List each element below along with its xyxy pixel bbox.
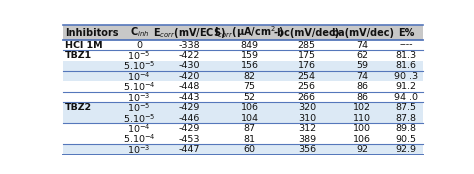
Text: 156: 156 <box>240 61 258 70</box>
Text: 356: 356 <box>298 145 316 154</box>
Text: -446: -446 <box>179 114 200 123</box>
Text: E%: E% <box>398 27 414 38</box>
Text: 74: 74 <box>356 72 368 81</box>
Text: 81: 81 <box>244 135 255 144</box>
Text: -453: -453 <box>179 135 200 144</box>
Text: 90 .3: 90 .3 <box>394 72 418 81</box>
Text: C$_{inh}$: C$_{inh}$ <box>129 26 149 39</box>
Text: 102: 102 <box>353 103 371 112</box>
Text: 320: 320 <box>298 103 316 112</box>
Text: 310: 310 <box>298 114 316 123</box>
Text: Inhibitors: Inhibitors <box>65 27 118 38</box>
Text: 159: 159 <box>240 51 258 60</box>
Text: 59: 59 <box>356 61 368 70</box>
Text: 389: 389 <box>298 135 316 144</box>
Text: 75: 75 <box>244 82 255 91</box>
Text: 10$^{-4}$: 10$^{-4}$ <box>128 70 151 83</box>
Bar <box>63 81 423 92</box>
Text: HCl 1M: HCl 1M <box>65 41 102 50</box>
Text: 176: 176 <box>298 61 316 70</box>
Text: 74: 74 <box>356 41 368 50</box>
Text: 849: 849 <box>240 41 258 50</box>
Text: 60: 60 <box>244 145 255 154</box>
Text: ----: ---- <box>399 41 413 50</box>
Text: 94 .0: 94 .0 <box>394 93 418 102</box>
Text: 100: 100 <box>353 124 371 133</box>
Text: 91.2: 91.2 <box>395 82 416 91</box>
Text: 266: 266 <box>298 93 316 102</box>
Text: -420: -420 <box>179 72 200 81</box>
Bar <box>63 40 423 50</box>
Text: 90.5: 90.5 <box>395 135 416 144</box>
Bar <box>63 50 423 61</box>
Text: TBZ1: TBZ1 <box>65 51 92 60</box>
Text: 87.8: 87.8 <box>395 114 416 123</box>
Text: -443: -443 <box>179 93 200 102</box>
Bar <box>63 71 423 81</box>
Text: 62: 62 <box>356 51 368 60</box>
Text: 82: 82 <box>244 72 255 81</box>
Bar <box>63 134 423 144</box>
Text: 5.10$^{-5}$: 5.10$^{-5}$ <box>123 112 155 125</box>
Text: -bc(mV/dec): -bc(mV/dec) <box>273 27 340 38</box>
Text: -448: -448 <box>179 82 200 91</box>
Text: 10$^{-3}$: 10$^{-3}$ <box>128 143 151 156</box>
Text: 256: 256 <box>298 82 316 91</box>
Text: 254: 254 <box>298 72 316 81</box>
Text: 312: 312 <box>298 124 316 133</box>
Bar <box>63 102 423 113</box>
Text: -429: -429 <box>179 124 200 133</box>
Text: I$_{corr}$(μA/cm$^{2}$ ): I$_{corr}$(μA/cm$^{2}$ ) <box>215 25 284 41</box>
Text: 89.8: 89.8 <box>395 124 416 133</box>
Text: 175: 175 <box>298 51 316 60</box>
Text: -429: -429 <box>179 103 200 112</box>
Text: 92: 92 <box>356 145 368 154</box>
Text: 0: 0 <box>136 41 142 50</box>
Text: -447: -447 <box>179 145 200 154</box>
Text: 87.5: 87.5 <box>395 103 416 112</box>
Bar <box>63 113 423 123</box>
Text: 5.10$^{-4}$: 5.10$^{-4}$ <box>123 81 155 93</box>
Text: -422: -422 <box>179 51 200 60</box>
Text: 52: 52 <box>244 93 255 102</box>
Bar <box>63 144 423 155</box>
Bar <box>63 92 423 102</box>
Text: -338: -338 <box>179 41 201 50</box>
Text: ba(mV/dec): ba(mV/dec) <box>331 27 393 38</box>
Bar <box>63 123 423 134</box>
Text: -430: -430 <box>179 61 200 70</box>
Text: 10$^{-3}$: 10$^{-3}$ <box>128 91 151 104</box>
Text: 10$^{-5}$: 10$^{-5}$ <box>128 101 151 114</box>
Bar <box>63 61 423 71</box>
Text: 5.10$^{-5}$: 5.10$^{-5}$ <box>123 60 155 72</box>
Text: 86: 86 <box>356 82 368 91</box>
Text: 106: 106 <box>240 103 258 112</box>
Text: 285: 285 <box>298 41 316 50</box>
Text: 87: 87 <box>244 124 255 133</box>
Text: E$_{corr}$(mV/ECS): E$_{corr}$(mV/ECS) <box>153 26 226 39</box>
Text: 10$^{-4}$: 10$^{-4}$ <box>128 122 151 135</box>
Text: 81.6: 81.6 <box>395 61 416 70</box>
Text: 86: 86 <box>356 93 368 102</box>
Text: 110: 110 <box>353 114 371 123</box>
Text: 81.3: 81.3 <box>395 51 417 60</box>
Text: 106: 106 <box>353 135 371 144</box>
Text: 92.9: 92.9 <box>395 145 416 154</box>
Text: 104: 104 <box>240 114 258 123</box>
Text: 10$^{-5}$: 10$^{-5}$ <box>128 49 151 62</box>
Text: 5.10$^{-4}$: 5.10$^{-4}$ <box>123 133 155 145</box>
Text: TBZ2: TBZ2 <box>65 103 92 112</box>
Bar <box>63 25 423 40</box>
